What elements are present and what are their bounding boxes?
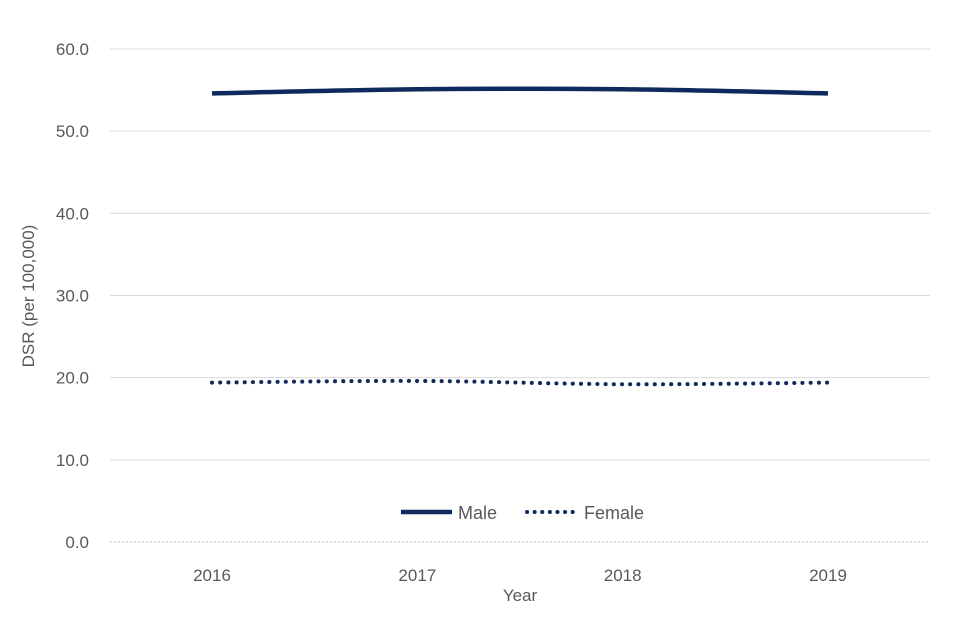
y-tick-label: 20.0 — [56, 369, 89, 388]
x-tick-label: 2016 — [193, 566, 231, 585]
series-line-female — [210, 378, 830, 387]
y-tick-label: 40.0 — [56, 204, 89, 223]
y-tick-label: 50.0 — [56, 122, 89, 141]
y-axis-ticks: 0.0 10.0 20.0 30.0 40.0 50.0 60.0 — [56, 40, 89, 552]
gridlines — [110, 48, 930, 543]
legend-male-label: Male — [458, 503, 497, 523]
series-lines — [210, 86, 830, 387]
series-line-male — [211, 86, 829, 96]
legend-female-label: Female — [584, 503, 644, 523]
y-tick-label: 10.0 — [56, 451, 89, 470]
legend: Male Female — [401, 503, 644, 523]
y-tick-label: 60.0 — [56, 40, 89, 59]
y-tick-label: 30.0 — [56, 287, 89, 306]
x-tick-label: 2018 — [604, 566, 642, 585]
x-tick-label: 2017 — [398, 566, 436, 585]
x-tick-label: 2019 — [809, 566, 847, 585]
y-axis-title: DSR (per 100,000) — [19, 225, 38, 368]
x-axis-title: Year — [503, 586, 538, 605]
x-axis-ticks: 2016 2017 2018 2019 — [193, 566, 847, 585]
y-tick-label: 0.0 — [65, 533, 89, 552]
